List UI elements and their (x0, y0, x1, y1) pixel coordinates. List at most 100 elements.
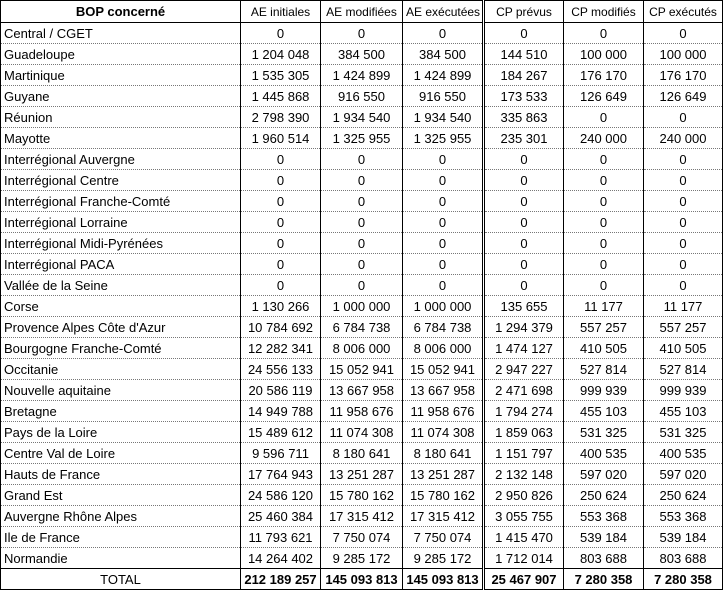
cell: 14 949 788 (240, 400, 321, 422)
table-row: Interrégional Centre 0 0 0 0 0 0 (0, 169, 723, 191)
cell: 11 958 676 (320, 400, 403, 422)
cell: 11 074 308 (320, 421, 403, 443)
cell: 597 020 (643, 463, 723, 485)
row-label: Bretagne (0, 400, 241, 422)
table-row: Bourgogne Franche-Comté 12 282 341 8 006 0… (0, 337, 723, 359)
row-label: Central / CGET (0, 22, 241, 44)
cell: 17 315 412 (402, 505, 484, 527)
cell: 0 (643, 190, 723, 212)
row-label: Bourgogne Franche-Comté (0, 337, 241, 359)
cell: 145 093 813 (320, 568, 403, 590)
table-row: Interrégional Franche-Comté 0 0 0 0 0 0 (0, 190, 723, 212)
cell: 6 784 738 (320, 316, 403, 338)
cell: 126 649 (563, 85, 644, 107)
cell: 0 (320, 211, 403, 233)
cell: 11 177 (563, 295, 644, 317)
cell: 410 505 (563, 337, 644, 359)
cell: 0 (320, 169, 403, 191)
cell: 8 006 000 (402, 337, 484, 359)
cell: 0 (643, 253, 723, 275)
row-label: Interrégional PACA (0, 253, 241, 275)
table-row: Occitanie 24 556 133 15 052 941 15 052 941 2… (0, 358, 723, 380)
row-label: Occitanie (0, 358, 241, 380)
cell: 0 (240, 169, 321, 191)
cell: 7 280 358 (563, 568, 644, 590)
cell: 13 251 287 (402, 463, 484, 485)
cell: 3 055 755 (482, 505, 564, 527)
cell: 384 500 (320, 43, 403, 65)
cell: 144 510 (482, 43, 564, 65)
cell: 916 550 (320, 85, 403, 107)
table-row: Provence Alpes Côte d'Azur 10 784 692 6 78… (0, 316, 723, 338)
row-label: Réunion (0, 106, 241, 128)
cell: 1 000 000 (320, 295, 403, 317)
cell: 1 424 899 (402, 64, 484, 86)
cell: 455 103 (643, 400, 723, 422)
cell: 0 (402, 169, 484, 191)
cell: 13 667 958 (402, 379, 484, 401)
table-row: Guyane 1 445 868 916 550 916 550 173 533 126 … (0, 85, 723, 107)
column-header: AE initiales (240, 0, 321, 23)
cell: 557 257 (643, 316, 723, 338)
cell: 597 020 (563, 463, 644, 485)
cell: 1 934 540 (320, 106, 403, 128)
cell: 100 000 (563, 43, 644, 65)
cell: 15 780 162 (402, 484, 484, 506)
cell: 9 285 172 (402, 547, 484, 569)
cell: 0 (240, 253, 321, 275)
table-row: Grand Est 24 586 120 15 780 162 15 780 162 2… (0, 484, 723, 506)
cell: 24 586 120 (240, 484, 321, 506)
row-label: Normandie (0, 547, 241, 569)
cell: 0 (563, 232, 644, 254)
cell: 0 (402, 148, 484, 170)
table-row: Interrégional PACA 0 0 0 0 0 0 (0, 253, 723, 275)
row-label: Interrégional Centre (0, 169, 241, 191)
cell: 0 (320, 232, 403, 254)
cell: 9 596 711 (240, 442, 321, 464)
cell: 527 814 (643, 358, 723, 380)
row-label: Hauts de France (0, 463, 241, 485)
cell: 25 460 384 (240, 505, 321, 527)
cell: 803 688 (563, 547, 644, 569)
cell: 1 424 899 (320, 64, 403, 86)
cell: 0 (402, 211, 484, 233)
cell: 8 180 641 (402, 442, 484, 464)
table-row: Mayotte 1 960 514 1 325 955 1 325 955 235 30… (0, 127, 723, 149)
cell: 1 204 048 (240, 43, 321, 65)
cell: 11 177 (643, 295, 723, 317)
table-row: Interrégional Lorraine 0 0 0 0 0 0 (0, 211, 723, 233)
cell: 2 471 698 (482, 379, 564, 401)
cell: 24 556 133 (240, 358, 321, 380)
cell: 1 151 797 (482, 442, 564, 464)
cell: 240 000 (563, 127, 644, 149)
cell: 0 (482, 274, 564, 296)
cell: 12 282 341 (240, 337, 321, 359)
cell: 553 368 (563, 505, 644, 527)
row-label: Vallée de la Seine (0, 274, 241, 296)
cell: 0 (320, 274, 403, 296)
cell: 0 (482, 22, 564, 44)
cell: 20 586 119 (240, 379, 321, 401)
cell: 916 550 (402, 85, 484, 107)
cell: 1 445 868 (240, 85, 321, 107)
cell: 13 667 958 (320, 379, 403, 401)
cell: 235 301 (482, 127, 564, 149)
cell: 17 315 412 (320, 505, 403, 527)
cell: 527 814 (563, 358, 644, 380)
table-row: Vallée de la Seine 0 0 0 0 0 0 (0, 274, 723, 296)
cell: 7 750 074 (320, 526, 403, 548)
cell: 100 000 (643, 43, 723, 65)
table-row: Pays de la Loire 15 489 612 11 074 308 11 0… (0, 421, 723, 443)
cell: 0 (643, 148, 723, 170)
cell: 0 (482, 211, 564, 233)
cell: 8 180 641 (320, 442, 403, 464)
cell: 10 784 692 (240, 316, 321, 338)
table-row: Interrégional Midi-Pyrénées 0 0 0 0 0 0 (0, 232, 723, 254)
cell: 0 (643, 211, 723, 233)
row-label: Interrégional Auvergne (0, 148, 241, 170)
column-header: CP prévus (482, 0, 564, 23)
cell: 384 500 (402, 43, 484, 65)
row-label: Interrégional Midi-Pyrénées (0, 232, 241, 254)
cell: 11 958 676 (402, 400, 484, 422)
row-label: Nouvelle aquitaine (0, 379, 241, 401)
